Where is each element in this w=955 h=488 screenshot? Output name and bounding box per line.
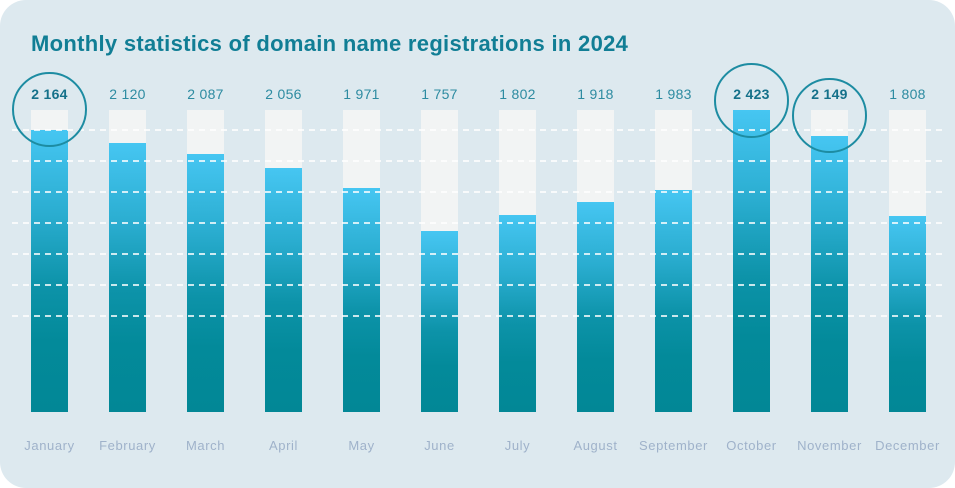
bar-value-label: 2 087	[187, 86, 224, 102]
gridline	[12, 129, 943, 131]
bar-value-label: 2 164	[31, 86, 68, 102]
x-axis-label: June	[424, 438, 455, 453]
bar-fill	[655, 190, 692, 412]
x-axis-label: March	[185, 438, 226, 453]
bar-fill	[733, 110, 770, 412]
bar-value-label: 1 802	[499, 86, 536, 102]
x-axis-label: February	[99, 438, 156, 453]
x-axis-label: July	[504, 438, 531, 453]
bar-column: 2 164 January	[11, 0, 89, 488]
bar-value-label: 2 120	[109, 86, 146, 102]
bar-fill	[343, 188, 380, 412]
bar-track	[343, 110, 380, 412]
bar-column: 2 120 February	[89, 0, 167, 488]
x-axis-label: May	[348, 438, 375, 453]
bar-value-label: 1 757	[421, 86, 458, 102]
bar-track	[733, 110, 770, 412]
bar-column: 2 423 October	[713, 0, 791, 488]
bar-fill	[187, 154, 224, 412]
bar-fill	[421, 231, 458, 412]
chart-title: Monthly statistics of domain name regist…	[31, 31, 629, 56]
bar-column: 2 087 March	[167, 0, 245, 488]
bar-track	[187, 110, 224, 412]
highlight-circle	[11, 71, 87, 147]
bar-track	[421, 110, 458, 412]
bar-value-label: 2 149	[811, 86, 848, 102]
x-axis-label: April	[268, 438, 298, 453]
bar-value-label: 1 808	[889, 86, 926, 102]
bar-fill	[889, 216, 926, 412]
gridline	[12, 160, 943, 162]
bar-track	[499, 110, 536, 412]
bar-value-label: 2 056	[265, 86, 302, 102]
bar-fill	[577, 202, 614, 412]
bar-value-label: 2 423	[733, 86, 770, 102]
bar-track	[655, 110, 692, 412]
gridline	[12, 222, 943, 224]
highlight-circle	[791, 77, 867, 153]
highlight-circle	[713, 62, 789, 138]
bar-column: 1 983 September	[635, 0, 713, 488]
bar-value-label: 1 971	[343, 86, 380, 102]
bar-track	[265, 110, 302, 412]
bar-column: 2 149 November	[791, 0, 869, 488]
gridline	[12, 191, 943, 193]
bar-track	[109, 110, 146, 412]
bar-track	[31, 110, 68, 412]
bar-fill	[31, 130, 68, 412]
bar-column: 1 802 July	[479, 0, 557, 488]
bar-column: 1 971 May	[323, 0, 401, 488]
bar-fill	[109, 143, 146, 412]
bar-track	[577, 110, 614, 412]
bar-column: 1 808 December	[869, 0, 947, 488]
bar-track	[889, 110, 926, 412]
bar-column: 1 757 June	[401, 0, 479, 488]
bar-column: 1 918 August	[557, 0, 635, 488]
x-axis-label: January	[24, 438, 75, 453]
x-axis-label: October	[726, 438, 777, 453]
bar-fill	[499, 215, 536, 412]
gridline	[12, 253, 943, 255]
x-axis-label: November	[797, 438, 862, 453]
bar-fill	[265, 168, 302, 412]
bar-value-label: 1 983	[655, 86, 692, 102]
gridline	[12, 315, 943, 317]
x-axis-label: September	[639, 438, 708, 453]
bar-fill	[811, 136, 848, 412]
bar-track	[811, 110, 848, 412]
gridline	[12, 284, 943, 286]
x-axis-label: December	[875, 438, 940, 453]
x-axis-label: August	[573, 438, 618, 453]
bar-value-label: 1 918	[577, 86, 614, 102]
bar-column: 2 056 April	[245, 0, 323, 488]
